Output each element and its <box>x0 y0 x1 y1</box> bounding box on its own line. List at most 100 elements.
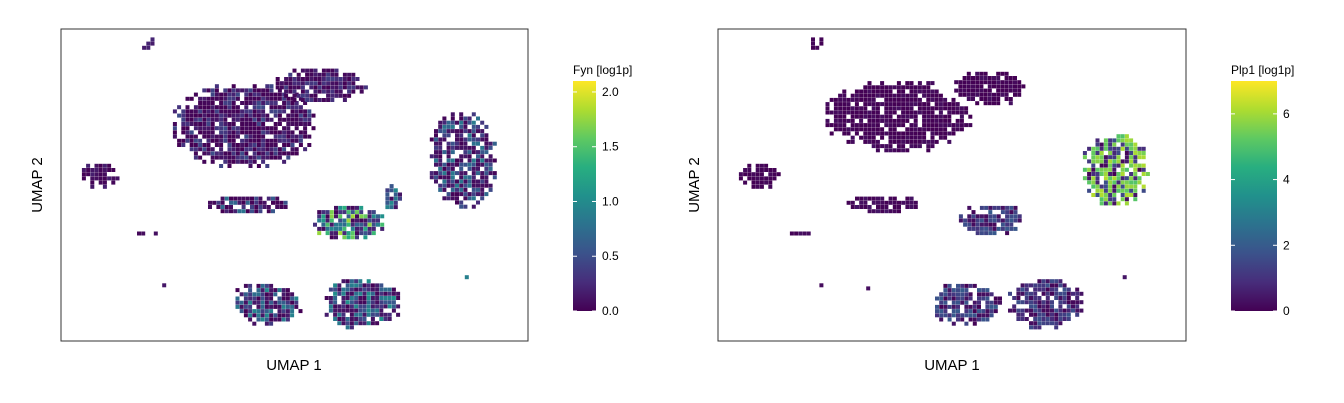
cell-point <box>334 231 338 236</box>
cell-point <box>930 127 935 132</box>
cell-point <box>328 308 333 313</box>
cell-point <box>313 222 317 227</box>
cell-point <box>292 81 297 86</box>
cell-point <box>450 166 455 171</box>
cell-point <box>355 210 359 215</box>
cell-point <box>442 175 447 180</box>
cell-point <box>307 117 312 122</box>
cell-point <box>979 218 984 223</box>
cell-point <box>951 292 956 297</box>
cell-point <box>876 205 880 209</box>
cell-point <box>951 106 956 111</box>
cell-point <box>450 183 455 188</box>
cell-point <box>271 196 275 201</box>
cell-point <box>459 141 464 146</box>
cell-point <box>370 291 375 296</box>
cell-point <box>313 77 318 81</box>
cell-point <box>252 147 257 152</box>
cell-point <box>292 68 297 73</box>
cell-point <box>313 72 318 77</box>
cell-point <box>290 134 295 139</box>
cell-point <box>880 81 885 86</box>
cell-point <box>296 77 301 81</box>
cell-point <box>859 127 864 132</box>
cell-point <box>463 120 468 125</box>
cell-point <box>1133 146 1138 151</box>
cell-point <box>467 183 472 188</box>
cell-point <box>996 84 1001 89</box>
cell-point <box>1004 80 1009 85</box>
cell-point <box>951 321 956 326</box>
cell-point <box>434 129 438 134</box>
cell-point <box>1099 167 1104 172</box>
cell-point <box>977 317 981 322</box>
cell-point <box>1133 142 1138 147</box>
cell-point <box>1050 312 1054 317</box>
cell-point <box>375 291 380 296</box>
cell-point <box>884 144 889 149</box>
cell-point <box>996 218 1001 223</box>
cell-point <box>303 113 308 118</box>
cell-point <box>337 317 342 321</box>
cell-point <box>261 138 266 143</box>
cell-point <box>926 114 931 119</box>
cell-point <box>256 155 261 160</box>
cell-point <box>896 89 901 94</box>
cell-point <box>177 143 182 147</box>
cell-point <box>235 143 240 147</box>
cell-point <box>266 196 271 201</box>
cell-point <box>450 196 455 201</box>
cell-point <box>273 105 278 110</box>
cell-point <box>1133 193 1138 197</box>
cell-point <box>988 210 993 215</box>
cell-point <box>459 137 464 142</box>
cell-point <box>471 183 476 188</box>
cell-point <box>334 210 338 215</box>
cell-point <box>975 84 980 89</box>
cell-point <box>256 317 261 322</box>
cell-point <box>341 279 346 284</box>
cell-point <box>202 101 207 105</box>
cell-point <box>972 309 977 314</box>
cell-point <box>347 89 352 94</box>
cell-point <box>334 235 338 240</box>
cell-point <box>363 222 368 227</box>
cell-point <box>1066 308 1071 313</box>
cell-point <box>358 283 363 288</box>
cell-point <box>329 231 334 236</box>
cell-point <box>1095 155 1100 160</box>
cell-point <box>838 123 843 128</box>
cell-point <box>367 231 372 236</box>
cell-point <box>913 85 918 90</box>
cell-point <box>341 317 346 321</box>
cell-point <box>859 93 864 98</box>
cell-point <box>383 304 388 309</box>
cell-point <box>476 137 480 142</box>
cell-point <box>867 89 872 94</box>
cell-point <box>283 205 288 209</box>
cell-point <box>282 117 287 122</box>
cell-point <box>859 135 864 140</box>
cell-point <box>1091 151 1096 155</box>
cell-point <box>943 123 948 128</box>
cell-point <box>264 288 269 293</box>
cell-point <box>349 321 354 326</box>
cell-point <box>292 89 297 94</box>
cell-point <box>212 200 217 205</box>
cell-point <box>442 187 447 192</box>
cell-point <box>854 106 859 111</box>
cell-point <box>273 92 278 97</box>
cell-point <box>330 98 335 102</box>
cell-point <box>303 122 308 126</box>
cell-point <box>81 168 86 172</box>
cell-point <box>265 138 270 143</box>
cell-point <box>305 77 310 81</box>
cell-point <box>867 85 872 90</box>
cell-point <box>984 231 989 236</box>
cell-point <box>279 85 284 90</box>
cell-point <box>245 209 250 214</box>
cell-point <box>909 205 914 209</box>
cell-point <box>892 93 897 98</box>
cell-point <box>476 179 480 184</box>
cell-point <box>888 196 893 201</box>
